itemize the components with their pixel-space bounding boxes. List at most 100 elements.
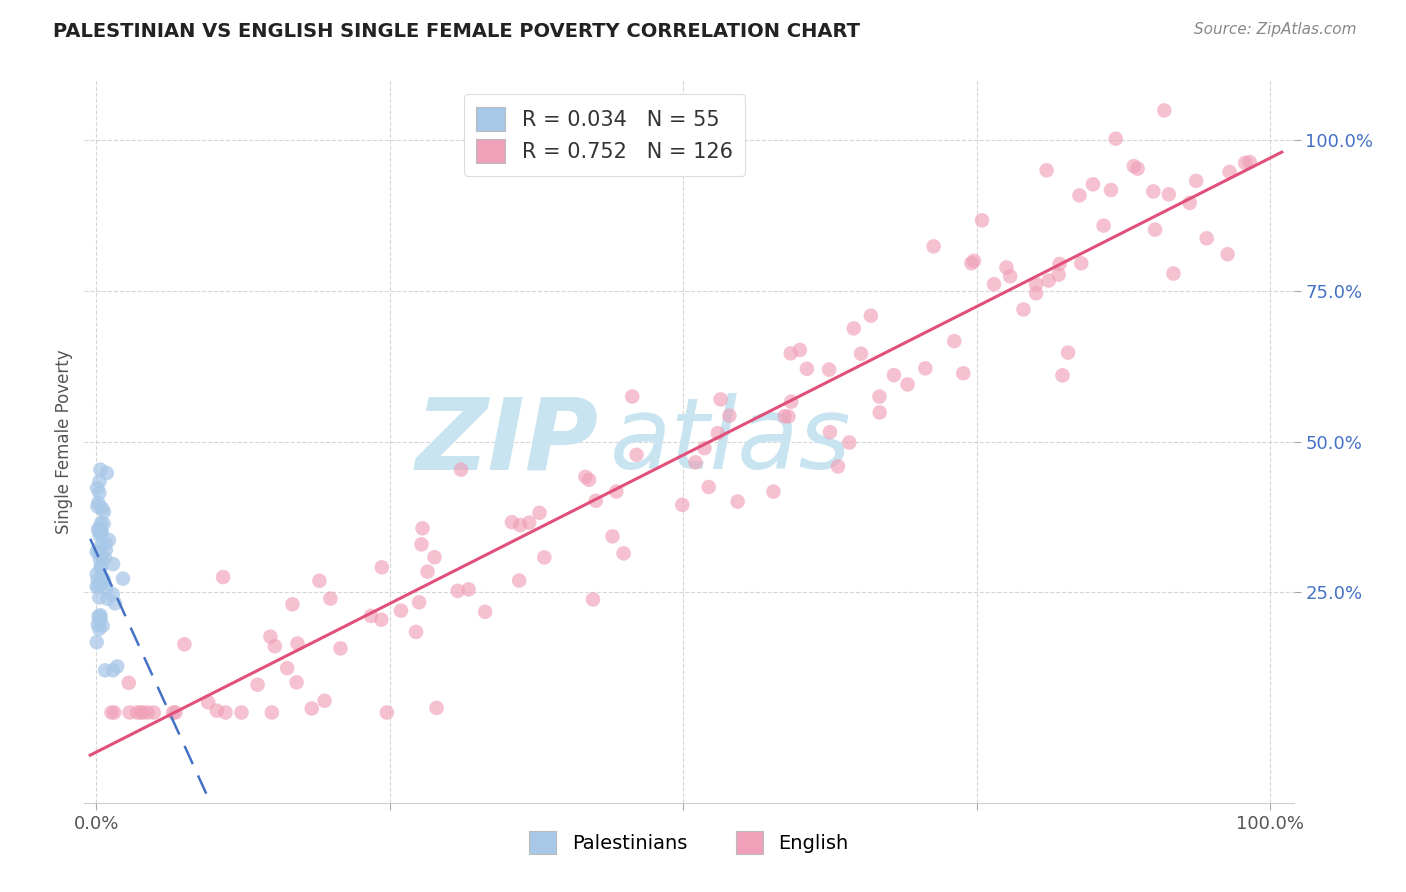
Text: PALESTINIAN VS ENGLISH SINGLE FEMALE POVERTY CORRELATION CHART: PALESTINIAN VS ENGLISH SINGLE FEMALE POV… — [53, 22, 860, 41]
Point — [457, 582, 479, 597]
Point — [773, 409, 796, 424]
Point — [308, 574, 330, 588]
Point — [370, 613, 392, 627]
Point — [86, 500, 108, 514]
Point — [1057, 345, 1080, 359]
Point — [780, 394, 803, 409]
Point — [246, 678, 269, 692]
Point — [859, 309, 882, 323]
Point — [1069, 188, 1091, 202]
Point — [613, 546, 636, 560]
Point — [86, 580, 108, 594]
Point — [89, 462, 111, 476]
Point — [86, 573, 108, 587]
Point — [93, 516, 115, 531]
Point — [943, 334, 966, 348]
Point — [205, 704, 228, 718]
Point — [87, 545, 110, 559]
Point — [89, 552, 111, 566]
Point — [129, 706, 152, 720]
Point — [132, 706, 155, 720]
Point — [1092, 219, 1115, 233]
Text: ZIP: ZIP — [415, 393, 599, 490]
Point — [998, 269, 1021, 284]
Point — [789, 343, 811, 357]
Point — [118, 676, 141, 690]
Point — [1144, 223, 1167, 237]
Point — [301, 701, 323, 715]
Point — [1099, 183, 1122, 197]
Point — [173, 637, 195, 651]
Point — [960, 256, 983, 270]
Point — [89, 527, 111, 541]
Point — [105, 659, 128, 673]
Point — [838, 435, 860, 450]
Point — [87, 496, 110, 510]
Point — [626, 448, 648, 462]
Point — [849, 347, 872, 361]
Point — [727, 494, 749, 508]
Point — [952, 366, 974, 380]
Point — [87, 522, 110, 536]
Point — [90, 525, 112, 540]
Point — [710, 392, 733, 407]
Point — [197, 695, 219, 709]
Point — [1153, 103, 1175, 118]
Point — [118, 706, 141, 720]
Point — [89, 521, 111, 535]
Point — [136, 706, 159, 720]
Point — [423, 550, 446, 565]
Point — [983, 277, 1005, 292]
Point — [93, 505, 115, 519]
Point — [578, 473, 600, 487]
Point — [450, 462, 472, 476]
Point — [582, 592, 605, 607]
Point — [1126, 161, 1149, 176]
Point — [97, 591, 120, 606]
Point — [263, 639, 285, 653]
Point — [509, 518, 531, 533]
Point — [259, 630, 281, 644]
Point — [96, 582, 118, 596]
Point — [89, 622, 111, 636]
Point — [1105, 131, 1128, 145]
Point — [165, 706, 187, 720]
Point — [1081, 178, 1104, 192]
Point — [995, 260, 1018, 275]
Point — [718, 409, 741, 423]
Point — [231, 706, 253, 720]
Point — [90, 559, 112, 574]
Point — [1038, 274, 1060, 288]
Point — [94, 537, 117, 551]
Point — [86, 481, 108, 495]
Point — [1049, 257, 1071, 271]
Point — [869, 405, 891, 419]
Point — [104, 596, 127, 610]
Point — [371, 560, 394, 574]
Point — [90, 538, 112, 552]
Point — [408, 595, 430, 609]
Point — [621, 390, 644, 404]
Point — [87, 579, 110, 593]
Point — [87, 609, 110, 624]
Point — [86, 544, 108, 558]
Point — [1052, 368, 1074, 383]
Point — [1219, 165, 1241, 179]
Point — [762, 484, 785, 499]
Point — [405, 624, 427, 639]
Point — [685, 455, 707, 469]
Point — [416, 565, 439, 579]
Point — [897, 377, 920, 392]
Point — [91, 501, 114, 516]
Point — [868, 390, 890, 404]
Point — [276, 661, 298, 675]
Point — [517, 516, 540, 530]
Point — [101, 664, 124, 678]
Point — [922, 239, 945, 253]
Point — [1234, 156, 1257, 170]
Point — [91, 572, 114, 586]
Point — [127, 706, 149, 720]
Point — [360, 609, 382, 624]
Point — [96, 466, 118, 480]
Point — [91, 618, 114, 632]
